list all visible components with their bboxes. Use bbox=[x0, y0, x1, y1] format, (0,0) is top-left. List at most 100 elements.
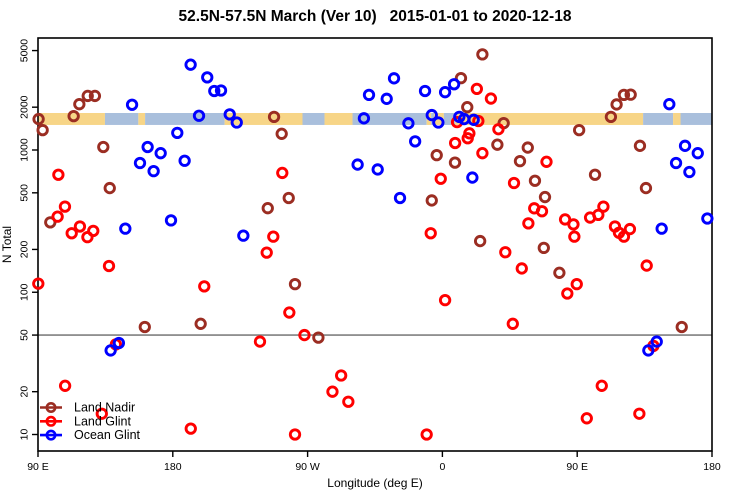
data-point-ocean-glint bbox=[171, 126, 184, 139]
data-point-land-nadir bbox=[73, 98, 86, 111]
data-point-ocean-glint bbox=[125, 98, 139, 111]
data-point-land-nadir bbox=[513, 154, 527, 168]
y-axis-title: N Total bbox=[0, 226, 14, 263]
data-point-land-glint bbox=[597, 200, 610, 213]
data-point-ocean-glint bbox=[650, 335, 663, 348]
legend-label-1: Land Nadir bbox=[74, 401, 135, 415]
map-band-segment-land bbox=[324, 113, 353, 125]
data-point-land-glint bbox=[52, 168, 65, 181]
data-point-land-glint bbox=[342, 395, 355, 408]
data-point-land-glint bbox=[58, 379, 72, 392]
data-point-land-nadir bbox=[97, 140, 110, 154]
data-point-land-glint bbox=[298, 328, 311, 342]
map-band-segment-ocean bbox=[443, 113, 456, 125]
data-point-land-glint bbox=[438, 293, 452, 307]
data-point-land-glint bbox=[326, 385, 339, 398]
data-point-land-glint bbox=[476, 147, 489, 160]
data-point-land-glint bbox=[448, 136, 462, 150]
data-point-ocean-glint bbox=[133, 156, 147, 170]
y-tick-label: 5000 bbox=[19, 39, 31, 63]
data-point-land-nadir bbox=[538, 190, 552, 204]
data-point-ocean-glint bbox=[402, 117, 415, 130]
data-point-land-nadir bbox=[448, 156, 462, 169]
data-point-land-glint bbox=[420, 428, 433, 441]
data-point-land-glint bbox=[567, 218, 580, 231]
data-point-land-glint bbox=[51, 210, 64, 223]
data-point-land-nadir bbox=[454, 71, 468, 85]
map-band-segment-land bbox=[455, 113, 644, 125]
data-point-land-glint bbox=[506, 317, 519, 330]
map-band-segment-land bbox=[138, 113, 146, 125]
data-point-ocean-glint bbox=[362, 88, 376, 102]
data-point-land-nadir bbox=[461, 101, 474, 114]
data-point-ocean-glint bbox=[208, 84, 221, 98]
data-point-land-glint bbox=[522, 217, 535, 230]
data-point-land-nadir bbox=[610, 98, 623, 111]
data-point-ocean-glint bbox=[683, 165, 696, 179]
data-point-ocean-glint bbox=[154, 147, 167, 160]
data-point-land-glint bbox=[184, 422, 197, 435]
data-point-land-glint bbox=[65, 227, 78, 240]
data-point-ocean-glint bbox=[380, 92, 393, 105]
data-point-land-nadir bbox=[44, 216, 57, 229]
data-point-land-glint bbox=[463, 127, 476, 140]
data-point-land-nadir bbox=[528, 174, 542, 187]
data-point-ocean-glint bbox=[701, 212, 714, 225]
data-point-ocean-glint bbox=[655, 222, 668, 235]
data-point-land-glint bbox=[253, 335, 267, 348]
data-point-land-glint bbox=[58, 200, 72, 213]
chart-title: 52.5N-57.5N March (Ver 10) 2015-01-01 to… bbox=[178, 8, 572, 25]
data-point-land-glint bbox=[73, 220, 87, 233]
data-point-land-nadir bbox=[288, 278, 302, 291]
data-point-land-nadir bbox=[604, 110, 618, 124]
data-point-land-glint bbox=[507, 176, 521, 190]
data-point-land-glint bbox=[570, 278, 583, 291]
data-point-ocean-glint bbox=[351, 158, 364, 171]
data-point-land-nadir bbox=[553, 266, 566, 279]
data-point-land-nadir bbox=[588, 168, 602, 181]
data-point-land-glint bbox=[267, 230, 280, 243]
data-point-ocean-glint bbox=[357, 112, 371, 125]
data-point-ocean-glint bbox=[184, 58, 197, 71]
data-point-ocean-glint bbox=[447, 78, 461, 91]
data-point-land-nadir bbox=[267, 110, 281, 124]
map-band-segment-ocean bbox=[145, 113, 225, 125]
y-tick-label: 2000 bbox=[19, 95, 31, 119]
data-point-ocean-glint bbox=[467, 113, 480, 126]
data-point-land-nadir bbox=[639, 181, 653, 195]
data-point-land-nadir bbox=[67, 109, 80, 123]
data-point-land-glint bbox=[484, 92, 498, 105]
data-point-land-glint bbox=[32, 277, 45, 290]
data-point-land-glint bbox=[492, 123, 505, 136]
data-point-land-glint bbox=[568, 230, 581, 243]
data-point-land-nadir bbox=[430, 149, 443, 162]
data-point-land-glint bbox=[617, 230, 631, 243]
data-point-ocean-glint bbox=[164, 214, 178, 227]
data-point-land-nadir bbox=[624, 88, 637, 101]
data-point-land-glint bbox=[283, 306, 296, 319]
data-point-ocean-glint bbox=[141, 140, 154, 154]
x-axis-title: Longitude (deg E) bbox=[327, 476, 422, 490]
legend-label-2: Land Glint bbox=[74, 414, 132, 428]
map-band-segment-land bbox=[673, 113, 681, 125]
data-point-land-glint bbox=[276, 166, 289, 180]
legend-marker-2 bbox=[45, 415, 57, 427]
data-point-land-glint bbox=[434, 172, 447, 185]
y-tick-label: 1000 bbox=[19, 138, 31, 162]
data-point-ocean-glint bbox=[178, 154, 191, 167]
data-point-ocean-glint bbox=[466, 171, 479, 184]
data-point-ocean-glint bbox=[214, 84, 228, 97]
y-tick-label: 100 bbox=[19, 283, 31, 301]
y-tick-label: 20 bbox=[19, 386, 31, 398]
data-point-land-glint bbox=[260, 246, 273, 259]
map-band-segment-ocean bbox=[104, 113, 139, 125]
data-point-ocean-glint bbox=[438, 86, 452, 99]
data-point-ocean-glint bbox=[408, 135, 422, 148]
data-point-land-nadir bbox=[425, 194, 438, 207]
x-tick-label: 90 W bbox=[295, 461, 320, 473]
legend-label-3: Ocean Glint bbox=[74, 428, 141, 442]
data-point-land-nadir bbox=[537, 241, 550, 255]
map-band-segment-ocean bbox=[302, 113, 325, 125]
